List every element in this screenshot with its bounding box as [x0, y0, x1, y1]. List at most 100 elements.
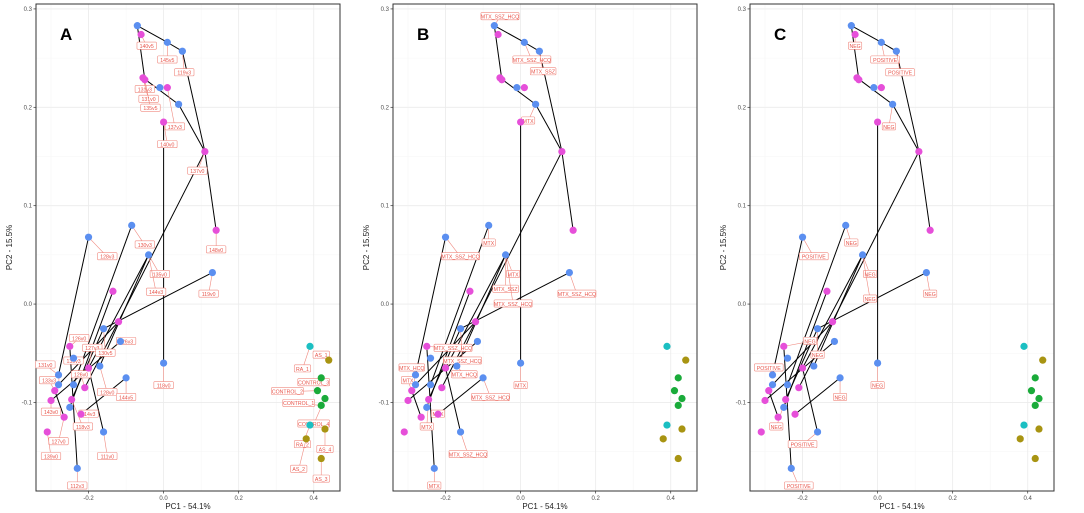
sample-point-magenta — [212, 226, 220, 234]
sample-point-magenta — [765, 387, 773, 395]
point-label: POSITIVE — [802, 255, 826, 261]
pair-connector-line — [71, 328, 105, 400]
panel-a: -0.2 0.0 0.2 0.4 -0.1 0.0 0.1 0.2 0.3 140v5 145v5 1… — [5, 3, 341, 511]
point-label-box — [95, 348, 116, 357]
label-leader-line — [144, 79, 151, 109]
sample-point-blue — [532, 100, 540, 108]
sample-point-blue — [768, 381, 777, 389]
point-label: MTX — [523, 119, 534, 125]
sample-point-blue — [156, 84, 164, 92]
sample-point-olive — [1016, 435, 1024, 443]
point-label-box — [885, 68, 915, 77]
sample-point-blue — [490, 22, 498, 30]
point-label: 127v0 — [51, 440, 65, 446]
point-label: CONTROL_3 — [298, 381, 329, 387]
sample-point-magenta — [43, 428, 51, 436]
pair-connector-line — [535, 104, 563, 152]
panel-frame — [35, 3, 341, 492]
sample-point-blue — [178, 47, 186, 55]
pair-connector-line — [204, 151, 217, 231]
sample-point-blue — [426, 354, 435, 362]
point-label-box — [97, 252, 118, 261]
label-leader-line — [71, 399, 84, 428]
sample-point-blue — [517, 359, 525, 367]
sample-point-blue — [84, 233, 93, 241]
sample-point-blue — [99, 428, 108, 436]
point-label: MTX — [508, 272, 519, 278]
sample-point-magenta — [109, 287, 117, 295]
sample-point-blue — [423, 403, 431, 411]
point-label: POSITIVE — [873, 58, 897, 64]
point-label: 148v0 — [209, 248, 223, 254]
sample-point-magenta — [761, 396, 769, 405]
point-label-box — [471, 393, 510, 401]
x-tick-label: 0.2 — [591, 496, 600, 502]
sample-point-blue — [69, 381, 78, 389]
sample-point-blue — [66, 403, 74, 411]
pair-connector-line — [441, 151, 563, 388]
sample-point-blue — [787, 464, 795, 472]
y-axis-title: PC2 - 15.5% — [5, 225, 14, 270]
point-label: 130v5 — [98, 351, 112, 357]
point-label: 111v0 — [101, 454, 114, 460]
pair-connector-line — [802, 367, 819, 433]
y-tick-label: -0.1 — [22, 400, 33, 406]
point-label: MTX_SSZ_HCQ — [513, 58, 551, 64]
y-tick-label: 0.2 — [381, 105, 390, 111]
sample-point-magenta — [417, 413, 425, 421]
sample-point-magenta — [408, 387, 416, 395]
point-label: 137v3 — [168, 125, 182, 131]
sample-point-blue — [842, 221, 850, 229]
x-tick-label: -0.2 — [83, 496, 94, 502]
sample-point-blue — [160, 359, 168, 367]
sample-point-magenta — [795, 384, 803, 392]
point-label: NEG — [804, 339, 815, 345]
sample-point-olive — [1031, 454, 1039, 463]
y-tick-label: 0.1 — [738, 204, 747, 210]
sample-point-teal — [1020, 421, 1028, 429]
point-label-box — [810, 350, 825, 359]
sample-point-blue — [858, 251, 867, 259]
point-label: CONTROL_4 — [298, 422, 329, 428]
sample-point-magenta — [423, 342, 431, 350]
sample-point-magenta — [114, 318, 123, 326]
sample-point-magenta — [137, 30, 145, 39]
label-leader-line — [298, 438, 307, 470]
point-label: 114v3 — [82, 412, 96, 418]
y-tick-label: 0.2 — [738, 105, 747, 111]
point-label: 131v3 — [138, 87, 152, 93]
sample-point-blue — [798, 233, 807, 241]
sample-point-teal — [306, 421, 314, 429]
point-label-box — [784, 481, 814, 490]
sample-point-blue — [122, 374, 130, 382]
sample-point-blue — [133, 22, 141, 30]
sample-point-blue — [54, 381, 63, 389]
point-label-box — [153, 381, 174, 390]
point-label: 131v0 — [38, 363, 52, 369]
sample-point-olive — [682, 356, 690, 364]
sample-point-magenta — [81, 384, 89, 392]
point-label: 140v0 — [160, 142, 174, 148]
sample-point-olive — [678, 425, 686, 433]
point-label-box — [492, 284, 519, 293]
panel-c: -0.2 0.0 0.2 0.4 -0.1 0.0 0.1 0.2 0.3 NEG POSITIVE… — [719, 3, 1055, 511]
point-label-box — [441, 252, 480, 261]
x-tick-label: 0.0 — [159, 496, 168, 502]
label-leader-line — [148, 254, 157, 293]
pair-connector-line — [794, 377, 841, 415]
point-label: MTX_SSZ — [494, 287, 518, 293]
sample-point-blue — [453, 362, 461, 370]
y-tick-label: -0.1 — [379, 400, 390, 406]
point-label-box — [443, 356, 482, 365]
sample-point-blue — [813, 428, 822, 436]
point-label: 137v0 — [190, 169, 204, 175]
point-label-box — [881, 122, 896, 131]
point-label-box — [787, 440, 818, 449]
y-tick-label: 0.0 — [738, 302, 747, 308]
point-label: 112v3 — [70, 484, 84, 490]
point-label-box — [134, 240, 155, 249]
point-label: 126v3 — [119, 339, 133, 345]
point-label-box — [40, 452, 62, 460]
point-label-box — [157, 140, 178, 148]
point-label-box — [451, 370, 478, 379]
